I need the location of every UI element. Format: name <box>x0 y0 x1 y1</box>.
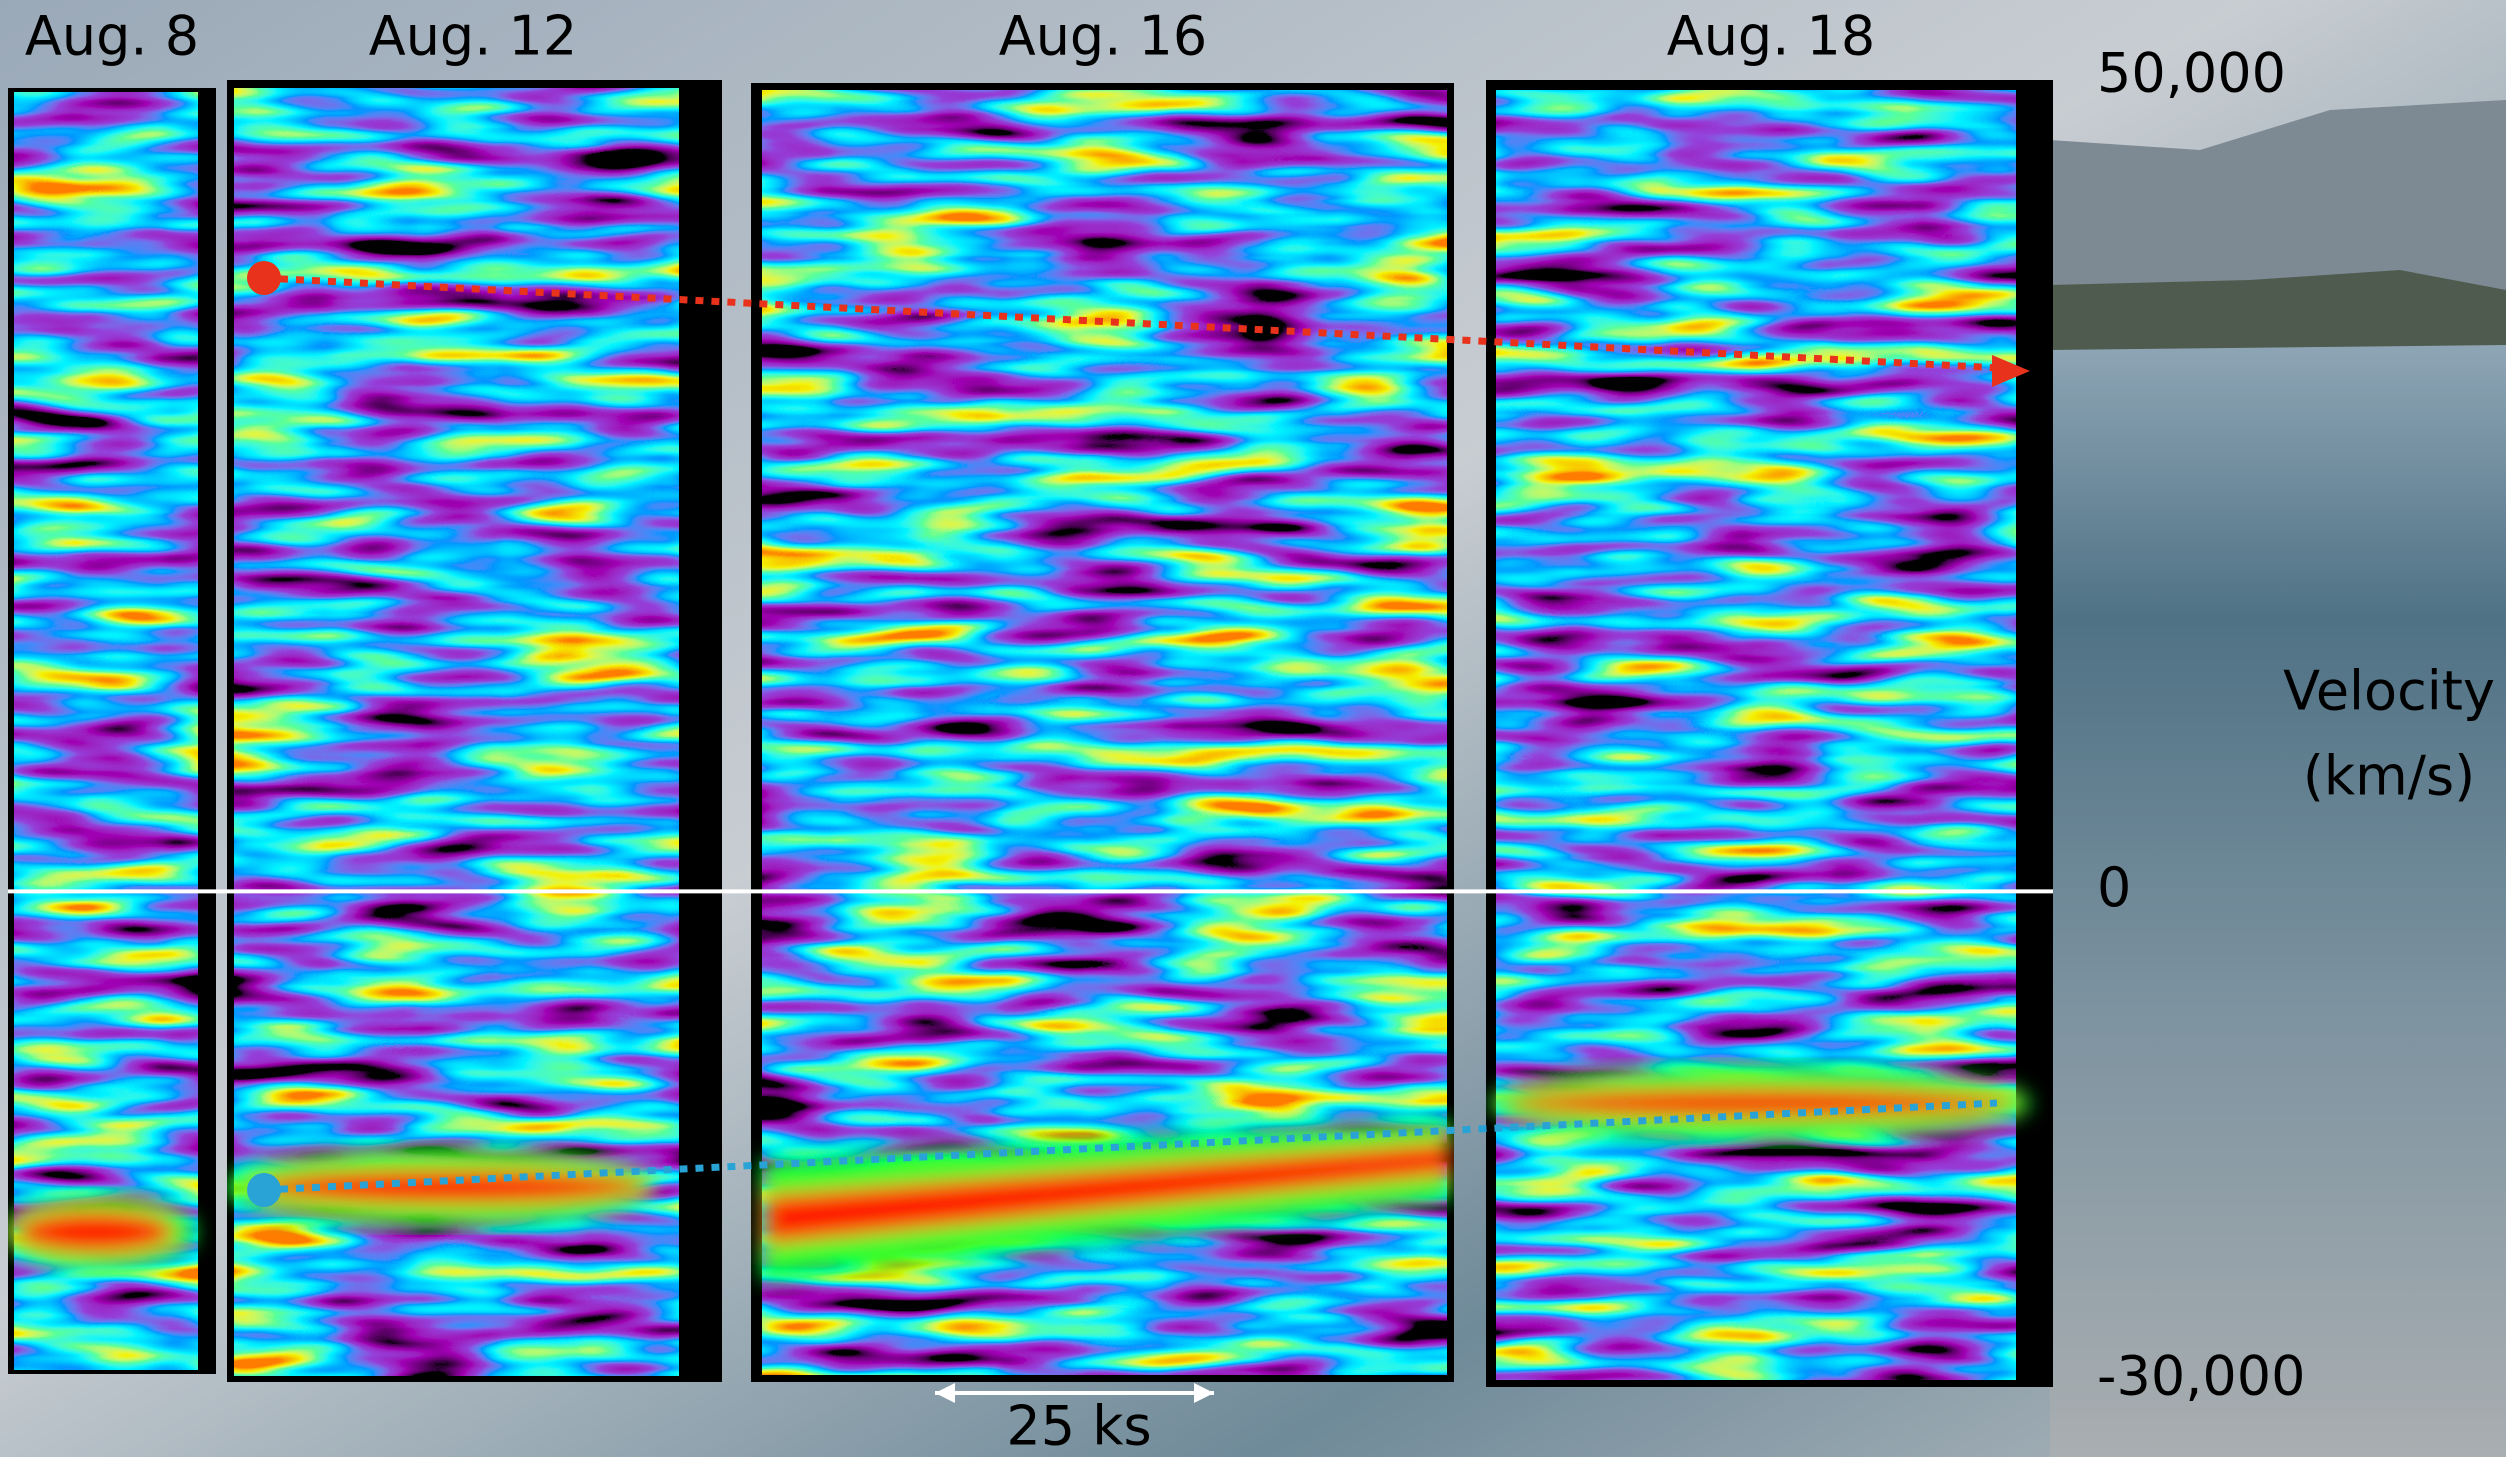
panel-label: Aug. 18 <box>1667 5 1876 68</box>
page: {"panels": [{"label": "Aug. 8"}, {"label… <box>0 0 2506 1457</box>
panel-label: Aug. 12 <box>369 5 578 68</box>
axis-title: Velocity <box>2283 660 2495 723</box>
axis-title: (km/s) <box>2303 745 2475 808</box>
panel-1 <box>5 88 216 1374</box>
marker-red <box>247 261 281 295</box>
panel-label: Aug. 8 <box>25 5 199 68</box>
y-tick-label: 0 <box>2097 856 2131 919</box>
marker-blue <box>247 1173 281 1207</box>
figure: 25 ks Aug. 8 Aug. 12 Aug. 16 Aug. 18 Vel… <box>0 0 2506 1457</box>
panel-4 <box>1486 80 2053 1387</box>
panel-label: Aug. 16 <box>999 5 1208 68</box>
y-tick-label: 50,000 <box>2097 42 2286 105</box>
y-tick-label: -30,000 <box>2097 1345 2305 1408</box>
panel-3 <box>751 83 1454 1382</box>
scale-bar-label: 25 ks <box>1006 1395 1151 1457</box>
